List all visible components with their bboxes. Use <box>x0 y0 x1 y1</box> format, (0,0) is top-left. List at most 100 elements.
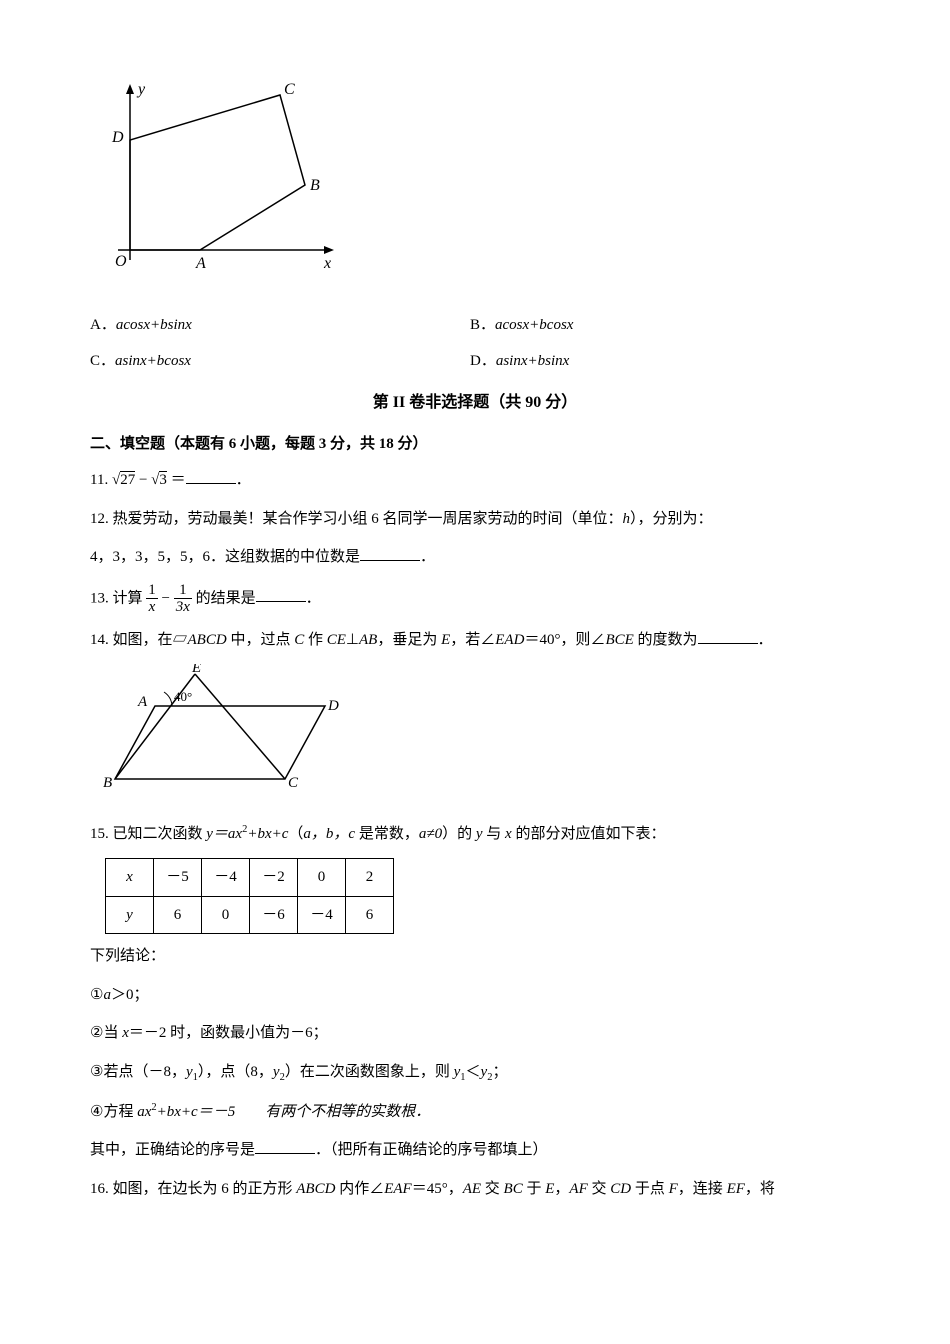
label-D: D <box>111 129 124 146</box>
q16-text-c: ＝45°， <box>412 1181 463 1197</box>
q15: 15. 已知二次函数 y＝ax2+bx+c（a，b，c 是常数，a≠0）的 y … <box>90 820 860 849</box>
conc2-x: x <box>122 1025 129 1041</box>
q14-bce: BCE <box>605 632 633 648</box>
option-d-label: D． <box>470 353 496 369</box>
q12-tail: ． <box>420 549 435 565</box>
q14-text-c: 作 <box>304 632 327 648</box>
q16-bc: BC <box>504 1181 523 1197</box>
q15-num: 15. <box>90 826 113 842</box>
q10-options-row2: C．asinx+bcosx D．asinx+bsinx <box>90 347 860 376</box>
d2-B: B <box>103 775 112 791</box>
part2-header: 二、填空题（本题有 6 小题，每题 3 分，共 18 分） <box>90 430 860 459</box>
q12-text-b: ），分别为： <box>630 511 713 527</box>
label-x: x <box>323 255 331 272</box>
conc3-num: ③ <box>90 1064 103 1080</box>
option-a-math: acosx+bsinx <box>116 317 192 333</box>
option-c-math: asinx+bcosx <box>115 353 191 369</box>
q14-c: C <box>294 632 304 648</box>
q11-sqrt2-val: 3 <box>159 471 167 488</box>
conc3-tail: ； <box>492 1064 507 1080</box>
q14-num: 14. <box>90 632 113 648</box>
option-a: A．acosx+bsinx <box>90 311 470 340</box>
conc3-text-a: 若点（－8， <box>103 1064 186 1080</box>
d2-E: E <box>191 664 201 676</box>
q13-minus: − <box>162 590 170 606</box>
q16-eaf: EAF <box>384 1181 412 1197</box>
q11-tail: ． <box>236 472 251 488</box>
q15-eq-b: +bx+c <box>247 826 288 842</box>
q13-post: 的结果是 <box>196 590 256 606</box>
q13-frac1-num: 1 <box>146 582 158 600</box>
conc1-b: ＞0； <box>111 987 149 1003</box>
q16-text-f: ， <box>554 1181 569 1197</box>
conc3-text-c: ）在二次函数图象上，则 <box>285 1064 454 1080</box>
label-O: O <box>115 253 127 270</box>
q13-frac2-num: 1 <box>174 582 192 600</box>
conc4: ④方程 ax2+bx+c＝－5 有两个不相等的实数根． <box>90 1098 860 1127</box>
q14-text-f: ＝40°，则∠ <box>524 632 605 648</box>
q12-text-a: 热爱劳动，劳动最美！某合作学习小组 6 名同学一周居家劳动的时间（单位： <box>113 511 623 527</box>
conc2: ②当 x＝－2 时，函数最小值为－6； <box>90 1019 860 1048</box>
option-a-label: A． <box>90 317 116 333</box>
q11-equals: ＝ <box>171 472 186 488</box>
conc2-eq: ＝－2 时，函数最小值为－6； <box>129 1025 328 1041</box>
conc1-num: ① <box>90 987 103 1003</box>
q16-abcd: ABCD <box>296 1181 335 1197</box>
q14-text-d: ，垂足为 <box>377 632 441 648</box>
conc2-num: ② <box>90 1025 103 1041</box>
option-c: C．asinx+bcosx <box>90 347 470 376</box>
q12-num: 12. <box>90 511 113 527</box>
th-y: y <box>106 896 154 934</box>
option-b-label: B． <box>470 317 495 333</box>
q16-text-d: 交 <box>481 1181 504 1197</box>
q13-blank <box>256 586 306 603</box>
table-row-x: x －5 －4 －2 0 2 <box>106 859 394 897</box>
diagram1-svg: O A B C D y x <box>100 80 340 280</box>
option-c-label: C． <box>90 353 115 369</box>
option-b-math: acosx+bcosx <box>495 317 573 333</box>
conc3-y2: y <box>273 1064 280 1080</box>
q13-tail: ． <box>306 590 321 606</box>
q16-ae: AE <box>463 1181 481 1197</box>
x4: 2 <box>346 859 394 897</box>
th-x: x <box>106 859 154 897</box>
conc1-a: a <box>103 987 111 1003</box>
y2: －6 <box>250 896 298 934</box>
q14-text-b: 中，过点 <box>227 632 295 648</box>
q15-text-e: 的部分对应值如下表： <box>512 826 666 842</box>
x3: 0 <box>298 859 346 897</box>
q13: 13. 计算 1 x − 1 3x 的结果是． <box>90 582 860 616</box>
conc3-text-b: ），点（8， <box>198 1064 273 1080</box>
conc4-ax2: ax <box>137 1104 151 1120</box>
q16-num: 16. <box>90 1181 113 1197</box>
option-b: B．acosx+bcosx <box>470 311 860 340</box>
q14-ce: CE <box>327 632 346 648</box>
label-B: B <box>310 177 320 194</box>
q15-paren: （ <box>288 826 303 842</box>
angle-40: 40° <box>174 689 192 704</box>
q14-text-g: 的度数为 <box>634 632 698 648</box>
q12-line2-wrap: 4，3，3，5，5，6．这组数据的中位数是． <box>90 543 860 572</box>
q15-tail-a: 其中，正确结论的序号是 <box>90 1142 255 1158</box>
q13-frac1-den: x <box>146 599 158 616</box>
q11-blank <box>186 468 236 485</box>
q15-text-d: 与 <box>483 826 506 842</box>
q16-ef: EF <box>727 1181 745 1197</box>
d2-D: D <box>327 698 339 714</box>
q11-sqrt2: √3 <box>151 471 167 488</box>
q14-text-e: ，若∠ <box>450 632 495 648</box>
q14-text-a: 如图，在▱ <box>113 632 188 648</box>
conc2-text: 当 <box>103 1025 122 1041</box>
d2-C: C <box>288 775 299 791</box>
q15-blank <box>255 1138 315 1155</box>
table-row-y: y 6 0 －6 －4 6 <box>106 896 394 934</box>
q11-sqrt1-val: 27 <box>120 471 135 488</box>
q15-eq: y＝ax <box>206 826 242 842</box>
diagram2-svg: 40° E A D B C <box>100 664 340 794</box>
q16-af: AF <box>569 1181 587 1197</box>
parallelogram-diagram: 40° E A D B C <box>100 664 860 805</box>
q15-tail-b: ．（把所有正确结论的序号都填上） <box>315 1142 548 1158</box>
q13-pre: 计算 <box>113 590 143 606</box>
q13-num: 13. <box>90 590 113 606</box>
q12: 12. 热爱劳动，劳动最美！某合作学习小组 6 名同学一周居家劳动的时间（单位：… <box>90 505 860 534</box>
